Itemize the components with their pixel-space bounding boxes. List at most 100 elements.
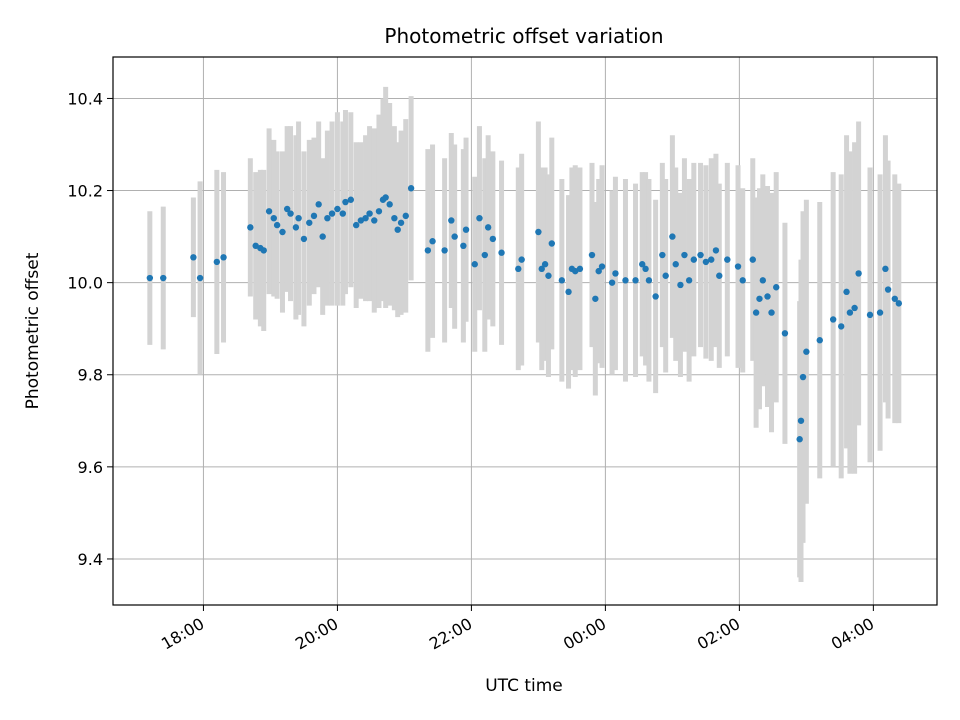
data-point	[639, 261, 646, 268]
data-point	[895, 300, 903, 307]
data-point	[756, 295, 763, 302]
data-point	[247, 224, 254, 231]
y-axis-label: Photometric offset	[23, 252, 43, 409]
data-point	[190, 254, 197, 261]
data-point	[489, 235, 497, 243]
data-point	[708, 256, 715, 263]
data-point	[652, 293, 659, 300]
data-point	[796, 436, 803, 443]
data-point	[300, 235, 308, 243]
data-point	[287, 210, 294, 217]
data-point	[595, 267, 602, 275]
data-point	[283, 205, 291, 213]
data-point	[375, 208, 383, 215]
data-point	[724, 256, 731, 263]
data-point	[803, 348, 810, 355]
data-point	[846, 309, 854, 316]
data-point	[799, 373, 807, 381]
data-point	[576, 265, 584, 273]
data-point	[319, 233, 326, 240]
data-point	[702, 258, 710, 266]
data-point	[471, 261, 478, 268]
data-point	[441, 247, 448, 254]
data-point	[739, 277, 746, 284]
data-point	[310, 212, 318, 220]
data-point	[882, 265, 889, 273]
data-point	[460, 242, 467, 250]
y-tick-label: 9.4	[78, 550, 103, 569]
data-point	[565, 288, 572, 296]
data-point	[448, 217, 455, 224]
data-point	[424, 247, 432, 254]
data-point	[759, 277, 767, 284]
data-point	[851, 304, 858, 312]
data-point	[462, 226, 470, 233]
data-point	[838, 323, 845, 330]
data-point	[265, 208, 273, 215]
y-tick-label: 9.8	[78, 366, 103, 385]
data-point	[382, 194, 389, 201]
data-point	[622, 277, 629, 284]
data-point	[538, 265, 545, 273]
data-point	[764, 293, 771, 300]
data-point	[334, 205, 341, 213]
data-point	[451, 233, 458, 240]
data-point	[866, 311, 874, 319]
data-point	[891, 295, 898, 302]
y-tick-label: 10.4	[67, 89, 103, 108]
data-point	[681, 251, 688, 259]
data-point	[716, 272, 723, 279]
data-point	[429, 238, 436, 245]
data-point	[481, 251, 489, 259]
data-point	[645, 277, 653, 284]
data-point	[386, 201, 393, 208]
data-point	[339, 210, 346, 217]
data-point	[797, 417, 805, 424]
data-point	[773, 284, 780, 291]
data-point	[397, 219, 405, 226]
data-point	[712, 247, 720, 254]
data-point	[328, 210, 336, 217]
data-point	[146, 274, 154, 282]
data-point	[752, 309, 760, 316]
y-tick-label: 9.6	[78, 458, 103, 477]
data-point	[160, 274, 167, 282]
data-point	[295, 214, 302, 222]
data-point	[598, 263, 606, 270]
data-point	[306, 219, 313, 226]
chart-title: Photometric offset variation	[384, 24, 663, 48]
data-point	[697, 251, 704, 259]
data-point	[292, 224, 300, 231]
data-point	[407, 185, 415, 192]
data-point	[270, 214, 277, 222]
data-point	[402, 212, 409, 220]
data-point	[558, 277, 566, 284]
data-point	[734, 263, 742, 270]
data-point	[548, 240, 555, 247]
data-point	[371, 217, 378, 224]
plot-frame	[112, 56, 938, 606]
y-tick-label: 10.0	[67, 274, 103, 293]
data-point	[876, 309, 884, 316]
data-point	[315, 201, 322, 208]
data-point	[588, 251, 596, 259]
data-point	[515, 265, 522, 273]
data-point	[541, 261, 549, 268]
data-point	[394, 226, 401, 233]
data-point	[612, 270, 619, 277]
data-point	[342, 198, 349, 206]
data-point	[672, 261, 679, 268]
data-point	[352, 221, 360, 229]
data-point	[690, 256, 698, 263]
y-tick-label: 10.2	[67, 182, 103, 201]
data-point	[843, 288, 850, 296]
data-point	[213, 258, 221, 266]
data-point	[484, 224, 492, 231]
data-point	[608, 279, 616, 286]
data-point	[632, 277, 639, 284]
data-point	[768, 309, 775, 316]
data-point	[273, 221, 281, 229]
data-point	[642, 265, 649, 273]
